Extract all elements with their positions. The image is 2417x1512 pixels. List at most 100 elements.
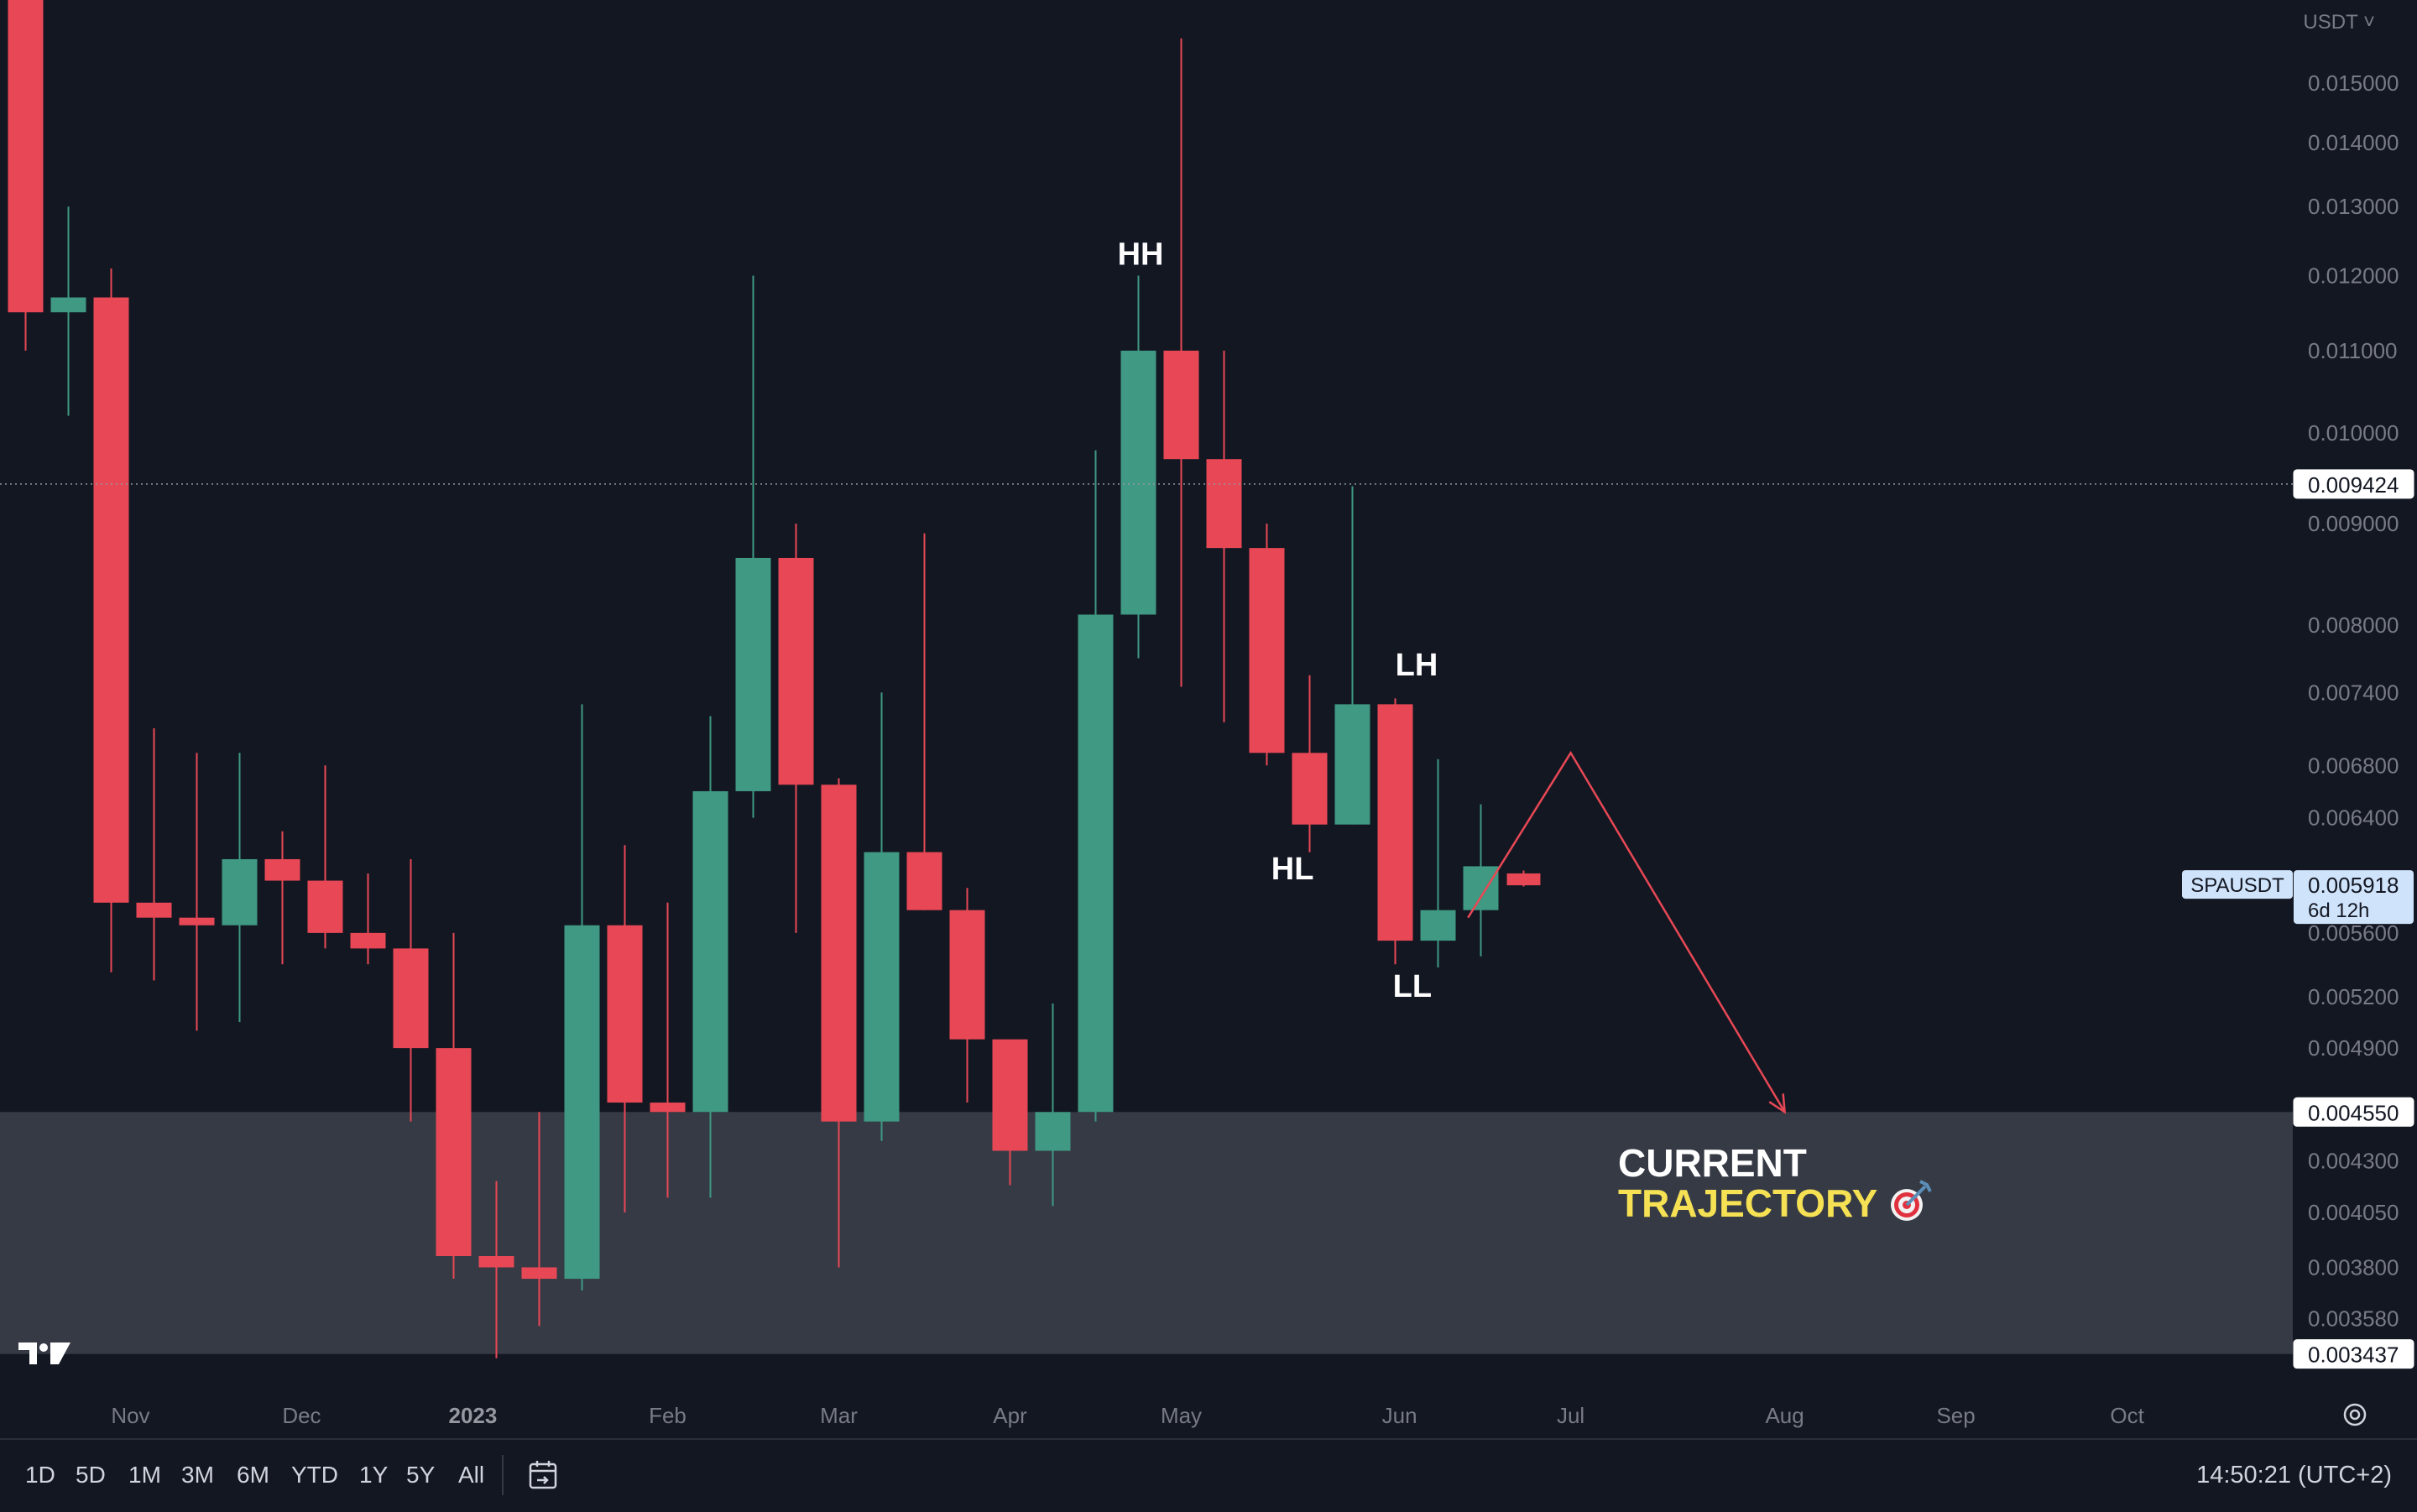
range-button-1y[interactable]: 1Y — [359, 1462, 389, 1488]
candle[interactable] — [1506, 870, 1541, 887]
candle[interactable] — [521, 1112, 557, 1327]
candle[interactable] — [821, 778, 857, 1268]
candle[interactable] — [778, 524, 814, 933]
candle-body — [992, 1039, 1028, 1151]
candle[interactable] — [1163, 38, 1199, 687]
price-tick-label: 0.005600 — [2308, 920, 2399, 946]
price-tick-label: 0.013000 — [2308, 194, 2399, 219]
clock-timezone[interactable]: 14:50:21 (UTC+2) — [2196, 1462, 2392, 1489]
candle-body — [307, 880, 343, 933]
candle[interactable] — [264, 831, 300, 965]
candle[interactable] — [393, 858, 429, 1122]
support-zone-layer — [0, 1112, 2293, 1354]
candle[interactable] — [1035, 1003, 1071, 1207]
support-zone[interactable] — [0, 1112, 2293, 1354]
candle-body — [864, 852, 900, 1122]
symbol-badge — [2182, 870, 2293, 899]
candle-body — [1078, 614, 1114, 1113]
candle[interactable] — [949, 888, 985, 1103]
time-tick-label: Mar — [820, 1403, 858, 1428]
candle-body — [1163, 350, 1199, 460]
candle[interactable] — [8, 0, 44, 351]
time-axis-bg — [0, 1376, 2417, 1438]
candle[interactable] — [1078, 450, 1114, 1122]
price-tick-label: 0.007400 — [2308, 680, 2399, 705]
toolbar-divider — [502, 1455, 504, 1495]
candle-body — [1206, 459, 1242, 549]
candle-body — [692, 790, 728, 1113]
time-tick-label: 2023 — [449, 1403, 498, 1428]
candle-body — [1249, 548, 1285, 753]
price-tag-0.004550[interactable]: 0.004550 — [2293, 1097, 2414, 1127]
range-button-5d[interactable]: 5D — [76, 1462, 106, 1488]
price-axis[interactable]: USDT ˅ 0.015000 0.014000 0.013000 0.012000 0.… — [2182, 0, 2417, 1438]
candle[interactable] — [1206, 350, 1242, 722]
candle[interactable] — [564, 704, 600, 1290]
range-button-1d[interactable]: 1D — [25, 1462, 55, 1488]
price-tick-label: 0.004300 — [2308, 1148, 2399, 1173]
candle-body — [393, 948, 429, 1049]
candle[interactable] — [906, 533, 942, 910]
candle[interactable] — [222, 753, 258, 1023]
candle[interactable] — [1463, 804, 1499, 957]
price-tick-label: 0.009000 — [2308, 511, 2399, 536]
candle-body — [949, 910, 985, 1040]
range-button-6m[interactable]: 6M — [237, 1462, 269, 1488]
time-axis[interactable]: Nov Dec 2023 Feb Mar Apr May Jun Jul Aug Sep Oct — [0, 1343, 2417, 1438]
candle[interactable] — [692, 716, 728, 1198]
candle[interactable] — [1334, 486, 1370, 825]
candle[interactable] — [478, 1181, 514, 1358]
range-button-3m[interactable]: 3M — [181, 1462, 214, 1488]
candle[interactable] — [350, 873, 386, 965]
currency-label[interactable]: USDT ˅ — [2303, 11, 2375, 34]
price-tag-0.009424[interactable]: 0.009424 — [2293, 469, 2414, 499]
annotation-trajectory[interactable]: TRAJECTORY — [1618, 1181, 1877, 1225]
time-tick-label: Jun — [1382, 1403, 1417, 1428]
range-button-1m[interactable]: 1M — [128, 1462, 161, 1488]
range-button-5y[interactable]: 5Y — [406, 1462, 436, 1488]
candle[interactable] — [1120, 275, 1156, 659]
candle-body — [222, 858, 258, 925]
candle[interactable] — [1420, 759, 1456, 968]
time-tick-label: Aug — [1765, 1403, 1804, 1428]
candle-body — [1377, 704, 1413, 941]
candle[interactable] — [1292, 675, 1328, 852]
price-tag-0.003437[interactable]: 0.003437 — [2293, 1339, 2414, 1369]
pattern-label-lh[interactable]: LH — [1396, 648, 1438, 683]
candle[interactable] — [93, 268, 129, 972]
range-button-all[interactable]: All — [458, 1462, 485, 1488]
price-tick-label: 0.008000 — [2308, 613, 2399, 638]
candle[interactable] — [992, 1039, 1028, 1186]
candle[interactable] — [607, 845, 643, 1212]
candle-body — [93, 297, 129, 903]
pattern-label-hl[interactable]: HL — [1271, 852, 1314, 887]
trajectory-line[interactable] — [1467, 750, 1786, 1113]
calendar-goto-icon[interactable] — [525, 1457, 562, 1494]
candle[interactable] — [864, 692, 900, 1141]
price-tick-label: 0.011000 — [2308, 338, 2398, 363]
price-tick-label: 0.003800 — [2308, 1254, 2399, 1280]
pattern-label-hh[interactable]: HH — [1118, 237, 1164, 273]
candle[interactable] — [50, 206, 86, 416]
candle[interactable] — [179, 753, 215, 1031]
settings-gear-icon[interactable] — [2343, 1403, 2367, 1426]
symbol-label: SPAUSDT — [2190, 874, 2284, 897]
candle[interactable] — [136, 727, 172, 981]
candle-body — [136, 902, 172, 918]
candle-body — [607, 925, 643, 1103]
range-button-ytd[interactable]: YTD — [291, 1462, 338, 1488]
candle[interactable] — [735, 275, 771, 818]
candle[interactable] — [1377, 698, 1413, 965]
candle[interactable] — [307, 765, 343, 949]
tradingview-logo[interactable] — [18, 1343, 70, 1364]
candle-body — [521, 1267, 557, 1280]
annotation-current[interactable]: CURRENT — [1618, 1141, 1807, 1185]
candle[interactable] — [436, 932, 472, 1280]
candle-body — [735, 557, 771, 791]
candle[interactable] — [1249, 524, 1285, 766]
candle[interactable] — [650, 902, 686, 1198]
pattern-label-ll[interactable]: LL — [1393, 969, 1432, 1004]
